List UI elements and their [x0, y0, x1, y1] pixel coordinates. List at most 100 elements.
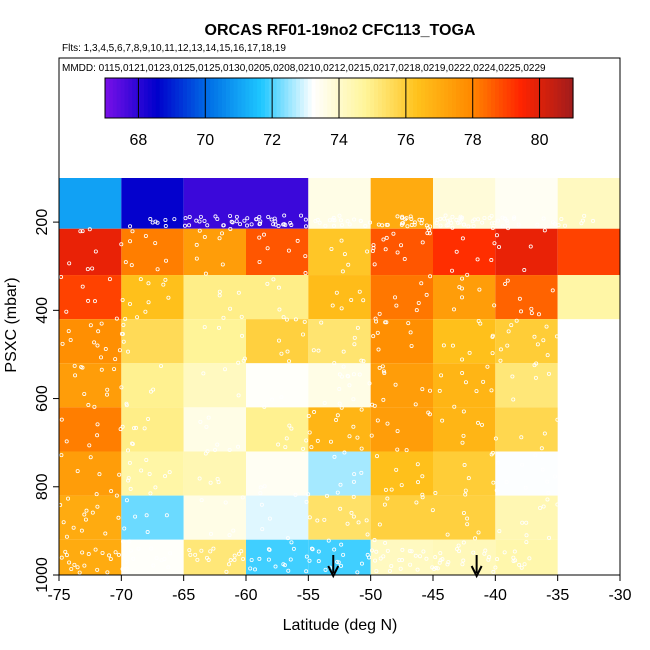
sample-point — [119, 242, 124, 247]
sample-point — [412, 222, 417, 227]
sample-point — [415, 567, 420, 572]
colorbar-segment — [214, 78, 219, 118]
sample-point — [258, 221, 263, 226]
colorbar-segment — [167, 78, 172, 118]
sample-point — [258, 491, 263, 496]
sample-point — [202, 325, 207, 330]
sample-point — [460, 276, 465, 281]
sample-point — [541, 504, 546, 509]
sample-point — [257, 222, 262, 227]
colorbar-segment — [292, 78, 297, 118]
sample-point — [406, 321, 411, 326]
sample-point — [95, 422, 100, 427]
colorbar-segment — [393, 78, 399, 118]
sample-point — [119, 331, 124, 336]
sample-point — [215, 442, 220, 447]
sample-point — [446, 223, 451, 228]
sample-point — [375, 330, 380, 335]
sample-point — [527, 556, 532, 561]
sample-point — [125, 448, 130, 453]
colorbar-segment — [198, 78, 204, 118]
sample-point — [135, 315, 140, 320]
sample-point — [408, 214, 413, 219]
sample-point — [432, 567, 437, 572]
sample-point — [470, 219, 475, 224]
sample-point — [381, 397, 386, 402]
sample-point — [524, 520, 529, 525]
sample-point — [535, 222, 540, 227]
sample-point — [487, 215, 492, 220]
heatmap-cell — [121, 451, 184, 496]
colorbar-segment — [420, 78, 426, 118]
sample-point — [328, 439, 333, 444]
sample-point — [414, 500, 419, 505]
sample-point — [133, 514, 138, 519]
sample-point — [497, 245, 502, 250]
colorbar-segment — [565, 78, 570, 118]
heatmap-cell — [183, 451, 246, 496]
sample-point — [166, 565, 171, 570]
dates-subtitle: MMDD: 0115,0121,0123,0125,0125,0130,0205… — [62, 63, 546, 74]
sample-point — [155, 220, 160, 225]
heatmap-cell — [59, 178, 122, 229]
colorbar-segment — [409, 78, 414, 118]
sample-point — [409, 549, 414, 554]
sample-point — [203, 271, 208, 276]
colorbar-segment — [233, 78, 239, 118]
sample-point — [249, 558, 254, 563]
sample-point — [450, 225, 455, 230]
sample-point — [93, 547, 98, 552]
sample-point — [307, 558, 312, 563]
sample-point — [86, 552, 91, 557]
sample-point — [144, 457, 149, 462]
sample-point — [427, 231, 432, 236]
sample-point — [519, 565, 524, 570]
sample-point — [338, 218, 343, 223]
colorbar-segment — [417, 78, 422, 118]
sample-point — [339, 223, 344, 228]
sample-point — [492, 303, 497, 308]
sample-point — [385, 222, 390, 227]
colorbar-segment — [397, 78, 402, 118]
sample-point — [416, 300, 421, 305]
sample-point — [304, 554, 309, 559]
sample-point — [446, 560, 451, 565]
sample-point — [307, 430, 312, 435]
sample-point — [403, 217, 408, 222]
sample-point — [490, 226, 495, 231]
sample-point — [172, 217, 177, 222]
colorbar-segment — [151, 78, 157, 118]
sample-point — [124, 559, 129, 564]
sample-point — [99, 367, 104, 372]
sample-point — [60, 341, 65, 346]
sample-point — [151, 387, 156, 392]
sample-point — [477, 287, 482, 292]
sample-point — [544, 324, 549, 329]
sample-point — [555, 502, 560, 507]
sample-point — [293, 492, 298, 497]
sample-point — [424, 223, 429, 228]
sample-point — [227, 448, 232, 453]
sample-point — [282, 213, 287, 218]
sample-point — [114, 316, 119, 321]
sample-point — [315, 518, 320, 523]
sample-point — [541, 338, 546, 343]
sample-point — [345, 219, 350, 224]
colorbar-segment — [323, 78, 328, 118]
sample-point — [208, 480, 213, 485]
sample-point — [63, 549, 68, 554]
sample-point — [460, 236, 465, 241]
sample-point — [381, 554, 386, 559]
colorbar-segment — [381, 78, 387, 118]
sample-point — [339, 405, 344, 410]
sample-point — [326, 538, 331, 543]
sample-point — [105, 392, 110, 397]
sample-point — [359, 446, 364, 451]
sample-point — [591, 218, 596, 223]
sample-point — [88, 323, 93, 328]
heatmap-cell — [433, 539, 496, 575]
sample-point — [337, 372, 342, 377]
sample-point — [304, 499, 309, 504]
sample-point — [121, 339, 126, 344]
sample-point — [339, 374, 344, 379]
